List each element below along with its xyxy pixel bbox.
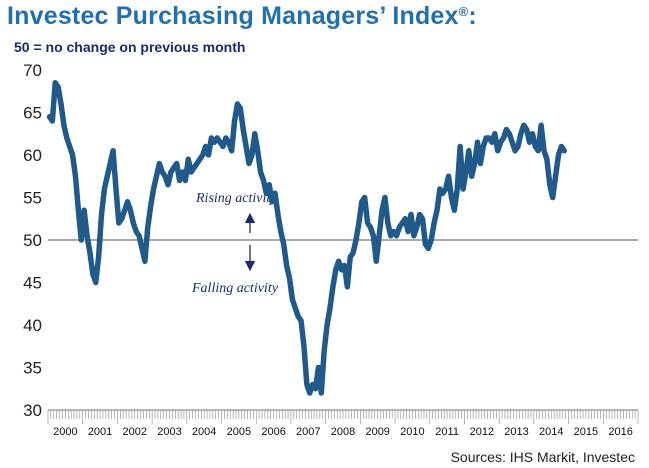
- x-axis-ticks: [47, 410, 639, 424]
- y-tick-label: 55: [23, 189, 42, 208]
- pmi-series-line: [46, 80, 567, 396]
- x-year-label: 2010: [400, 426, 424, 438]
- y-tick-label: 30: [23, 401, 42, 420]
- x-year-label: 2008: [331, 426, 355, 438]
- x-year-label: 2000: [53, 426, 77, 438]
- x-year-label: 2006: [261, 426, 285, 438]
- y-axis-tick-labels: 30 35 40 45 50 55 60 65 70: [23, 61, 42, 420]
- x-year-label: 2003: [157, 426, 181, 438]
- x-year-label: 2004: [192, 426, 216, 438]
- x-year-label: 2012: [470, 426, 494, 438]
- source-note: Sources: IHS Markit, Investec: [450, 449, 635, 465]
- x-year-label: 2013: [504, 426, 528, 438]
- x-year-label: 2009: [365, 426, 389, 438]
- x-year-label: 2015: [574, 426, 598, 438]
- x-year-label: 2016: [608, 426, 632, 438]
- registered-mark: ®: [458, 4, 469, 19]
- y-tick-label: 60: [23, 146, 42, 165]
- y-tick-label: 65: [23, 104, 42, 123]
- x-axis-year-labels: 2000 2001 2002 2003 2004 2005 2006 2007 2008 2009…: [53, 426, 633, 438]
- x-year-label: 2014: [539, 426, 563, 438]
- x-year-label: 2011: [435, 426, 459, 438]
- falling-activity-label: Falling activity: [191, 281, 279, 296]
- y-tick-label: 70: [23, 61, 42, 80]
- rising-activity-label: Rising activity: [195, 191, 277, 206]
- y-tick-label: 50: [23, 231, 42, 250]
- y-tick-label: 40: [23, 316, 42, 335]
- x-year-label: 2001: [88, 426, 112, 438]
- chart-subtitle: 50 = no change on previous month: [14, 39, 246, 55]
- x-year-label: 2007: [296, 426, 320, 438]
- x-year-label: 2005: [227, 426, 251, 438]
- y-tick-label: 45: [23, 274, 42, 293]
- y-tick-label: 35: [23, 359, 42, 378]
- chart-title: Investec Purchasing Managers’ Index®:: [7, 2, 477, 30]
- x-year-label: 2002: [123, 426, 147, 438]
